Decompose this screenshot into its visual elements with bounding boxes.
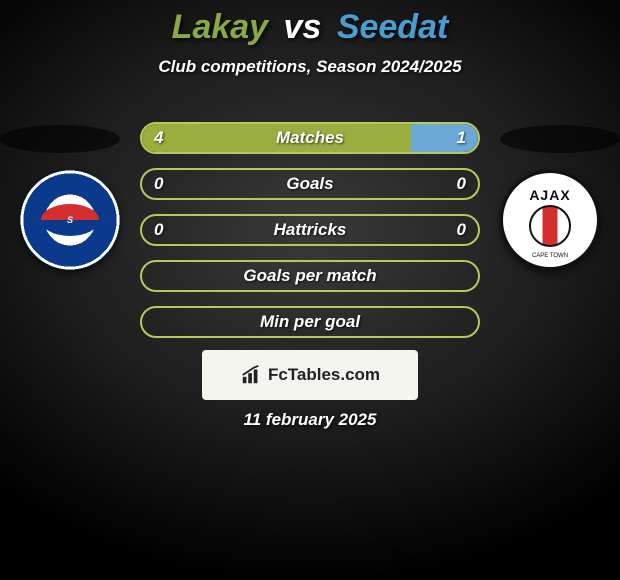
team-badge-right: AJAX CAPE TOWN (500, 170, 600, 270)
stat-row: 00Hattricks (140, 214, 480, 246)
ajax-badge: AJAX CAPE TOWN (500, 170, 600, 270)
stat-row: 00Goals (140, 168, 480, 200)
stat-label: Matches (142, 128, 478, 148)
stat-row: Goals per match (140, 260, 480, 292)
ajax-badge-sub: CAPE TOWN (532, 253, 568, 259)
player2-shadow (500, 125, 620, 153)
ajax-badge-text: AJAX (529, 187, 570, 203)
stat-row: Min per goal (140, 306, 480, 338)
date-text: 11 february 2025 (0, 410, 620, 430)
stats-container: 41Matches 00Goals 00Hattricks Goals per mat… (140, 122, 480, 338)
fctables-text: FcTables.com (268, 365, 380, 385)
team-badge-left: S (20, 170, 120, 270)
stat-label: Min per goal (142, 312, 478, 332)
stat-label: Goals per match (142, 266, 478, 286)
stat-row: 41Matches (140, 122, 480, 154)
player1-shadow (0, 125, 120, 153)
subtitle: Club competitions, Season 2024/2025 (0, 57, 620, 77)
vs-text: vs (284, 8, 322, 46)
player1-name: Lakay (172, 8, 268, 46)
stat-label: Goals (142, 174, 478, 194)
stat-label: Hattricks (142, 220, 478, 240)
ajax-badge-head (529, 205, 571, 247)
content-root: Lakay vs Seedat Club competitions, Seaso… (0, 0, 620, 580)
supersport-badge: S (20, 170, 120, 270)
player2-name: Seedat (337, 8, 449, 46)
chart-icon (240, 364, 262, 386)
fctables-logo-box: FcTables.com (202, 350, 418, 400)
supersport-badge-inner: S (41, 204, 99, 236)
page-title: Lakay vs Seedat (0, 0, 620, 47)
